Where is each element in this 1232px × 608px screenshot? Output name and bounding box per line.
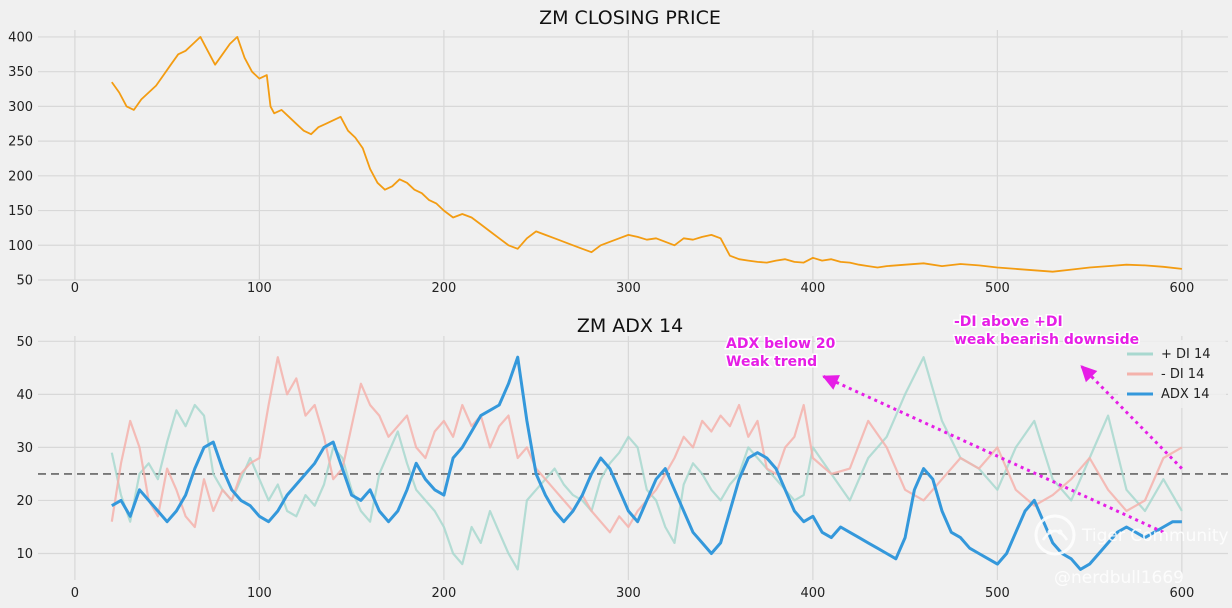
- adx-title: ZM ADX 14: [577, 315, 683, 337]
- price-x-tick-label: 200: [431, 281, 456, 296]
- price-x-tick-label: 400: [800, 281, 825, 296]
- annotation-arrows: [821, 364, 1183, 534]
- closing-price-panel: 0 100 200 300 400 500 600 50 100 150 200 250 300 350 4…: [8, 7, 1230, 296]
- closing-price-title: ZM CLOSING PRICE: [539, 7, 721, 29]
- legend-label-plus-di: + DI 14: [1161, 347, 1211, 362]
- adx-grid: [38, 336, 1228, 580]
- annotation-arrow-line-1: [1079, 364, 1183, 470]
- adx-y-tick-label: 30: [16, 441, 33, 456]
- watermark: Tiger Community @nerdbull1669: [1034, 514, 1229, 588]
- price-y-tick-label: 200: [8, 169, 33, 184]
- adx-x-tick-label: 100: [247, 586, 272, 601]
- adx-x-tick-label: 300: [616, 586, 641, 601]
- annotation-adx-line2: Weak trend: [726, 354, 817, 370]
- adx-x-tick-label: 0: [71, 586, 79, 601]
- annotation-arrow-head-1: [1080, 365, 1098, 383]
- annotations: ADX below 20 Weak trend -DI above +DI we…: [725, 313, 1183, 534]
- price-y-tick-label: 100: [8, 239, 33, 254]
- price-y-tick-label: 250: [8, 135, 33, 150]
- adx-y-tick-label: 20: [16, 494, 33, 509]
- price-y-tick-label: 400: [8, 30, 33, 45]
- adx-x-tick-label: 200: [431, 586, 456, 601]
- closing-price-grid: [38, 30, 1228, 281]
- adx-series-line-2: [111, 355, 1182, 571]
- price-x-tick-label: 600: [1169, 281, 1194, 296]
- adx-ticks: 0 100 200 300 400 500 600 10 20 30 40 50: [16, 335, 1194, 601]
- price-y-tick-label: 350: [8, 65, 33, 80]
- price-x-tick-label: 300: [616, 281, 641, 296]
- adx-y-tick-label: 50: [16, 335, 33, 350]
- tiger-logo-icon: [1034, 514, 1076, 556]
- adx-x-tick-label: 600: [1169, 586, 1194, 601]
- adx-series: [110, 355, 1183, 571]
- price-x-tick-label: 0: [71, 281, 79, 296]
- price-y-tick-label: 300: [8, 100, 33, 115]
- adx-y-tick-label: 10: [16, 547, 33, 562]
- closing-price-ticks: 0 100 200 300 400 500 600 50 100 150 200 250 300 350 4…: [8, 30, 1194, 296]
- adx-legend: + DI 14 - DI 14 ADX 14: [1118, 340, 1226, 408]
- watermark-handle: @nerdbull1669: [1054, 568, 1184, 588]
- annotation-di-line2: weak bearish downside: [954, 332, 1139, 348]
- adx-series-line-0: [110, 356, 1183, 571]
- price-x-tick-label: 500: [985, 281, 1010, 296]
- annotation-arrow-head-0: [822, 375, 840, 390]
- watermark-logo-text: Tiger Community: [1081, 526, 1229, 546]
- price-series-line-0: [111, 36, 1183, 273]
- legend-label-minus-di: - DI 14: [1161, 367, 1204, 382]
- adx-x-tick-label: 500: [985, 586, 1010, 601]
- closing-price-series: [111, 36, 1183, 273]
- price-y-tick-label: 50: [16, 274, 33, 289]
- price-x-tick-label: 100: [247, 281, 272, 296]
- price-y-tick-label: 150: [8, 204, 33, 219]
- adx-x-tick-label: 400: [800, 586, 825, 601]
- adx-y-tick-label: 40: [16, 388, 33, 403]
- annotation-di-line1: -DI above +DI: [954, 314, 1063, 330]
- adx-series-line-1: [110, 356, 1183, 534]
- legend-label-adx: ADX 14: [1161, 387, 1209, 402]
- annotation-adx-line1: ADX below 20: [726, 336, 836, 352]
